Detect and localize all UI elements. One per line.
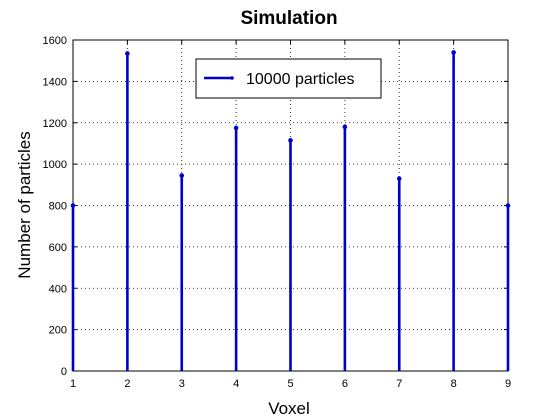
stem-marker (179, 173, 185, 178)
y-tick-label: 400 (49, 283, 67, 295)
stem-marker (125, 51, 130, 56)
y-tick-label: 200 (49, 325, 67, 337)
x-tick-label: 6 (342, 378, 348, 390)
stem-marker (451, 50, 456, 55)
y-axis-label: Number of particles (15, 131, 34, 278)
y-tick-label: 1200 (43, 118, 67, 130)
x-tick-label: 9 (505, 378, 511, 390)
y-tick-label: 600 (49, 242, 67, 254)
x-tick-label: 3 (179, 378, 185, 390)
legend-marker (230, 76, 234, 80)
x-tick-label: 7 (396, 378, 402, 390)
y-tick-label: 1600 (43, 35, 67, 47)
x-axis-label: Voxel (268, 399, 310, 418)
y-tick-label: 1400 (43, 76, 67, 88)
y-tick-label: 0 (61, 366, 67, 378)
stem-marker (288, 138, 293, 143)
stem-marker (342, 124, 348, 130)
x-tick-label: 1 (70, 378, 76, 390)
stem-marker (70, 203, 76, 208)
legend: 10000 particles (195, 58, 382, 99)
stem-marker (396, 176, 402, 181)
stem-marker (233, 125, 239, 131)
x-tick-label: 5 (287, 378, 293, 390)
x-tick-label: 4 (233, 378, 239, 390)
x-tick-label: 8 (451, 378, 457, 390)
y-tick-label: 1000 (43, 159, 67, 171)
stem-marker (505, 203, 511, 208)
y-tick-label: 800 (49, 201, 67, 213)
grid (73, 40, 508, 371)
data-stems (70, 50, 511, 371)
legend-label: 10000 particles (246, 71, 355, 88)
x-tick-label: 2 (124, 378, 130, 390)
chart-title: Simulation (240, 8, 337, 29)
